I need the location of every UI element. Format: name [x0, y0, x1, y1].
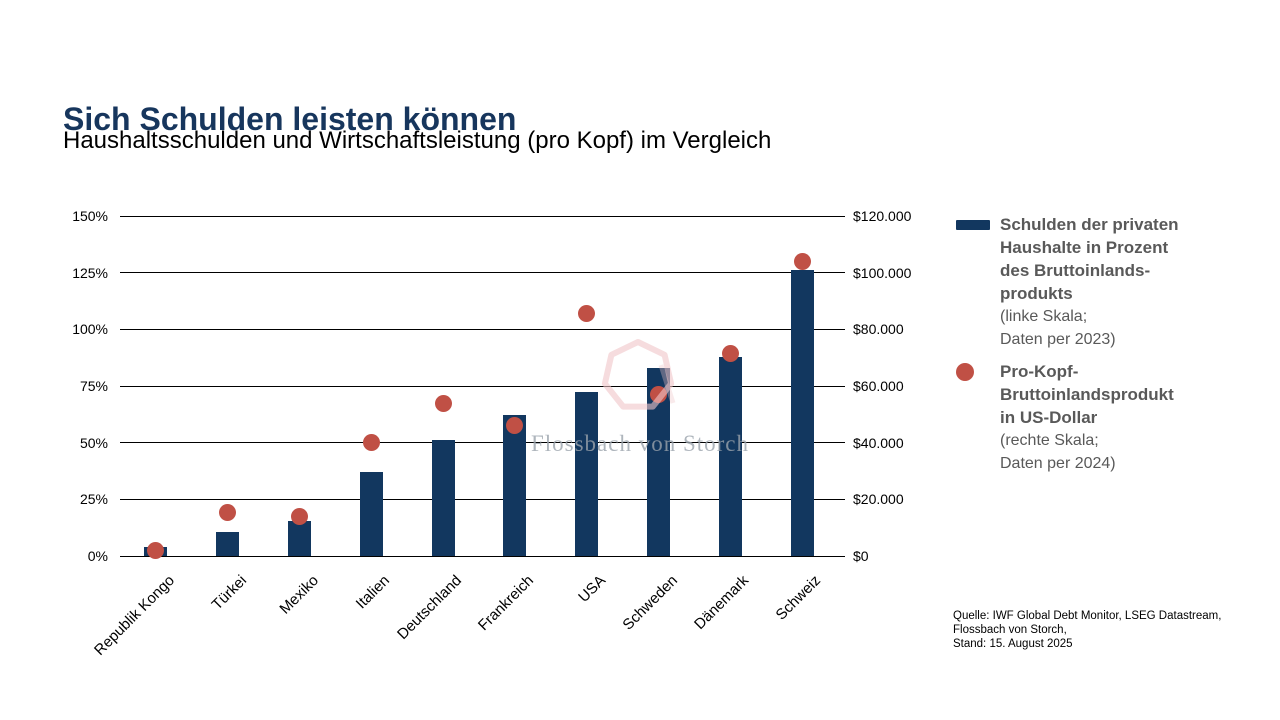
legend-item-gdp-text: Pro-Kopf- Bruttoinlandsprodukt in US-Dol… — [1000, 362, 1174, 472]
category-label-frankreich: Frankreich — [474, 572, 537, 635]
dot-series-swatch-icon — [956, 363, 974, 381]
dot-italien — [362, 434, 380, 452]
source-line: Quelle: IWF Global Debt Monitor, LSEG Da… — [953, 610, 1222, 622]
bar-usa — [575, 391, 599, 556]
dot-turkei — [219, 503, 237, 521]
dot-frankreich — [506, 417, 524, 435]
bar-frankreich — [503, 415, 527, 556]
category-label-republik-kongo: Republik Kongo — [90, 572, 178, 659]
gridline — [120, 272, 845, 274]
right-axis-tick: $80.000 — [853, 321, 904, 338]
dot-republik-kongo — [147, 541, 165, 559]
bar-mexiko — [288, 520, 311, 556]
category-label-usa: USA — [574, 572, 609, 606]
bar-schweden — [647, 367, 670, 556]
legend-item-gdp: Pro-Kopf- Bruttoinlandsprodukt in US-Dol… — [956, 360, 1218, 475]
bar-turkei — [216, 532, 240, 556]
right-axis-tick: $100.000 — [853, 264, 912, 281]
bar-danemark — [718, 356, 742, 556]
category-label-schweden: Schweden — [618, 572, 681, 634]
gridline — [120, 215, 845, 217]
source-line: Flossbach von Storch, — [953, 624, 1067, 636]
dot-schweiz — [793, 252, 811, 270]
left-axis-tick: 25% — [79, 491, 108, 508]
bar-italien — [359, 472, 383, 556]
category-label-schweiz: Schweiz — [772, 572, 825, 624]
bar-deutschland — [431, 440, 455, 556]
watermark-logo-shape — [601, 339, 676, 410]
category-label-turkei: Türkei — [208, 572, 250, 614]
left-axis-tick: 150% — [72, 208, 108, 224]
page-subtitle: Haushaltsschulden und Wirtschaftsleistun… — [63, 127, 772, 154]
source-line: Stand: 15. August 2025 — [953, 638, 1073, 650]
bar-series-swatch-icon — [956, 220, 990, 230]
dot-deutschland — [434, 394, 452, 412]
bar-schweiz — [790, 270, 814, 556]
left-axis-tick: 0% — [87, 548, 108, 564]
dot-mexiko — [291, 507, 308, 525]
right-axis-tick: $120.000 — [853, 208, 912, 224]
left-axis-tick: 125% — [72, 264, 108, 281]
category-label-deutschland: Deutschland — [394, 572, 466, 643]
left-axis-tick: 100% — [72, 321, 108, 338]
gridline — [120, 328, 845, 330]
legend-item-debt: Schulden der privaten Haushalte in Proze… — [956, 213, 1218, 351]
page-title: Sich Schulden leisten können — [63, 101, 517, 138]
gridline — [120, 385, 845, 387]
right-axis-tick: $0 — [853, 548, 869, 564]
dot-usa — [578, 305, 596, 323]
category-label-mexiko: Mexiko — [275, 572, 322, 618]
category-label-danemark: Dänemark — [691, 572, 753, 633]
chart-legend: Schulden der privaten Haushalte in Proze… — [956, 213, 1218, 475]
right-axis-tick: $60.000 — [853, 378, 904, 394]
right-axis-tick: $40.000 — [853, 434, 904, 451]
left-axis-tick: 50% — [79, 434, 108, 451]
left-axis-tick: 75% — [79, 378, 108, 394]
watermark-text: Flossbach von Storch — [530, 431, 750, 456]
dot-danemark — [721, 344, 739, 362]
source-note: Quelle: IWF Global Debt Monitor, LSEG Da… — [953, 609, 1253, 651]
right-axis-tick: $20.000 — [853, 491, 904, 508]
category-label-italien: Italien — [352, 572, 394, 613]
gridline — [120, 555, 845, 557]
legend-item-debt-text: Schulden der privaten Haushalte in Proze… — [1000, 215, 1179, 348]
gridline — [120, 498, 845, 500]
gridline — [120, 442, 845, 444]
